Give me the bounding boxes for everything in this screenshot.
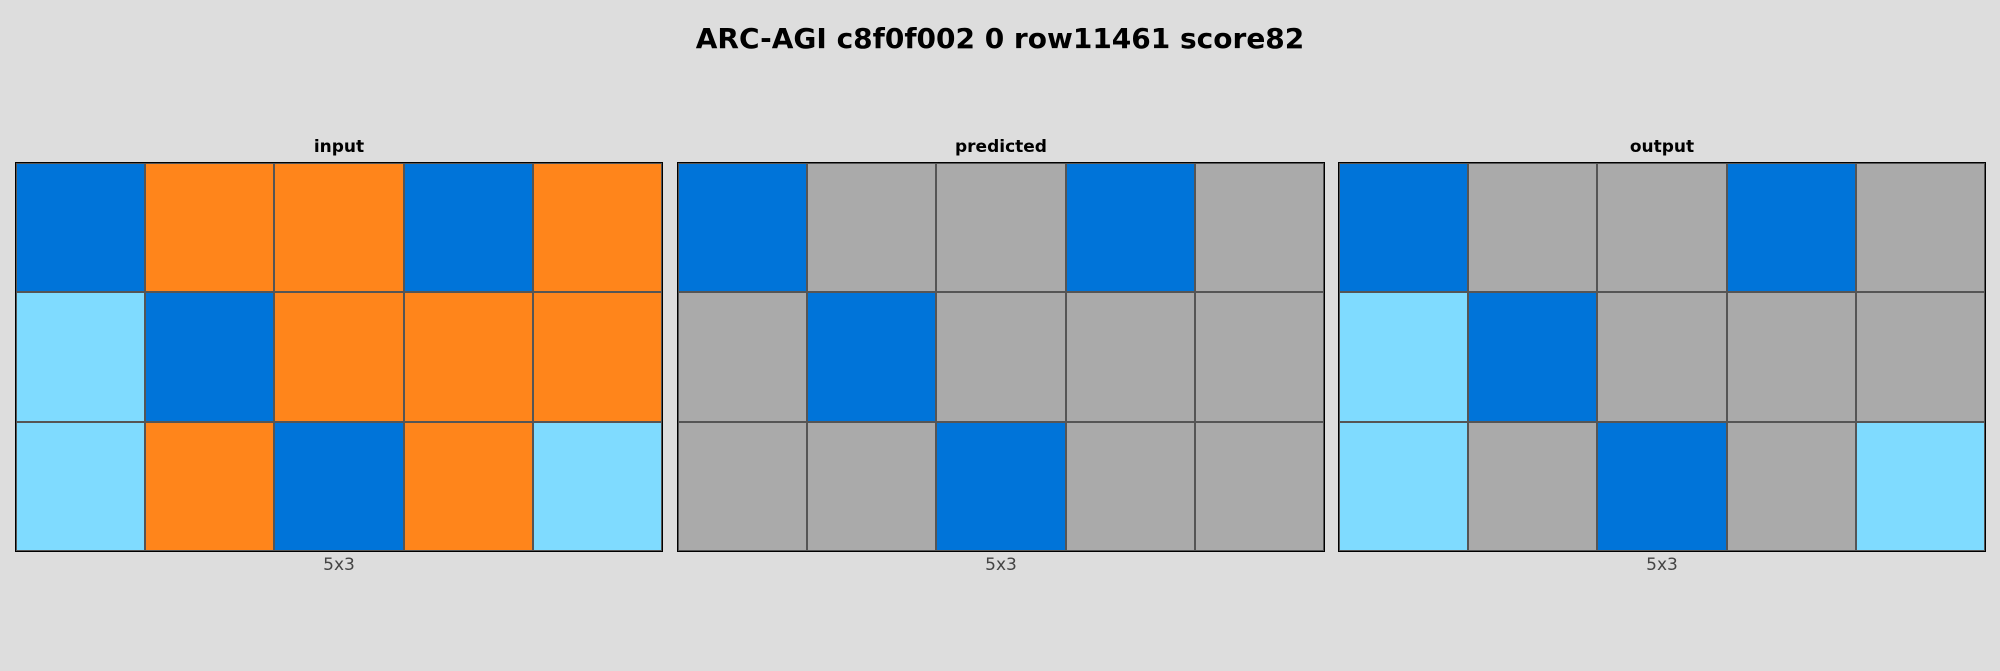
- grid-cell: [1726, 421, 1856, 551]
- grid-dimensions: 5x3: [985, 555, 1017, 575]
- grid-cell: [403, 163, 533, 293]
- grid-cell: [16, 421, 146, 551]
- panel-label: input: [313, 137, 365, 157]
- grid-cell: [1597, 292, 1727, 422]
- grid-cell: [1065, 292, 1195, 422]
- grid-cell: [936, 421, 1066, 551]
- figure-title: ARC-AGI c8f0f002 0 row11461 score82: [695, 22, 1305, 55]
- grid-cell: [807, 292, 937, 422]
- grid-cell: [1194, 421, 1324, 551]
- grid-cell: [1468, 292, 1598, 422]
- panel-input: input 5x3: [15, 136, 663, 576]
- grid-cell: [678, 421, 808, 551]
- grid-cell: [807, 163, 937, 293]
- grid-cell: [403, 292, 533, 422]
- grid-cell: [403, 421, 533, 551]
- panel-output: output 5x3: [1338, 136, 1986, 576]
- grid-cell: [532, 292, 662, 422]
- grid-cell: [1855, 292, 1985, 422]
- panel-predicted: predicted 5x3: [677, 136, 1325, 576]
- grid-cell: [1468, 421, 1598, 551]
- grid-cell: [936, 292, 1066, 422]
- grid-cell: [274, 421, 404, 551]
- grid-cell: [145, 421, 275, 551]
- grid-cell: [1855, 163, 1985, 293]
- grid-cell: [1468, 163, 1598, 293]
- grid-cell: [274, 292, 404, 422]
- grid-cell: [16, 163, 146, 293]
- grid-cell: [1597, 163, 1727, 293]
- grid-cell: [936, 163, 1066, 293]
- panel-label: predicted: [955, 137, 1047, 157]
- grid-cell: [1194, 163, 1324, 293]
- grid-cell: [532, 421, 662, 551]
- grid-cell: [1339, 163, 1469, 293]
- grid-cell: [145, 163, 275, 293]
- grid-cell: [1339, 421, 1469, 551]
- grid-cell: [1726, 163, 1856, 293]
- panel-label: output: [1629, 137, 1695, 157]
- grid-dimensions: 5x3: [323, 555, 355, 575]
- grid-cell: [678, 163, 808, 293]
- grid-cell: [807, 421, 937, 551]
- grid-cell: [145, 292, 275, 422]
- grid-output: [1338, 162, 1986, 552]
- grid-cell: [1194, 292, 1324, 422]
- grid-cell: [274, 163, 404, 293]
- grid-cell: [1726, 292, 1856, 422]
- grid-cell: [678, 292, 808, 422]
- grid-cell: [1339, 292, 1469, 422]
- grid-cell: [1065, 163, 1195, 293]
- grid-cell: [532, 163, 662, 293]
- grid-input: [15, 162, 663, 552]
- grid-cell: [1597, 421, 1727, 551]
- grid-cell: [16, 292, 146, 422]
- grid-cell: [1855, 421, 1985, 551]
- grid-cell: [1065, 421, 1195, 551]
- grid-predicted: [677, 162, 1325, 552]
- grid-dimensions: 5x3: [1646, 555, 1678, 575]
